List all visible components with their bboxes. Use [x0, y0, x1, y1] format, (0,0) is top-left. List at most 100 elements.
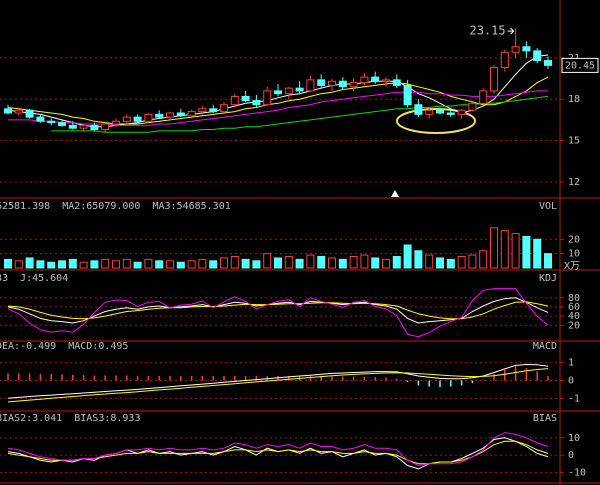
candle-body: [252, 100, 261, 106]
volume-bar: [144, 258, 153, 269]
panel-title: VOL: [539, 201, 557, 212]
volume-bar: [403, 244, 412, 269]
y-tick-label: 10: [568, 249, 580, 260]
indicator-value: DEA:-0.499: [0, 341, 56, 352]
volume-bar: [392, 256, 401, 269]
candle-body: [90, 124, 99, 131]
candle-body: [500, 51, 509, 68]
y-tick-label: 1: [568, 358, 574, 369]
indicator-line: [7, 288, 549, 338]
candle-body: [101, 123, 110, 131]
y-tick-label: 20: [568, 320, 580, 331]
peak-label: 23.15: [469, 24, 505, 38]
volume-bar: [101, 258, 110, 269]
candle-body: [479, 90, 488, 104]
volume-bar: [263, 253, 272, 269]
indicator-line: [51, 95, 549, 133]
candle-body: [511, 46, 520, 53]
candle-body: [533, 50, 542, 62]
candle-body: [4, 108, 12, 114]
y-tick-label: 0: [568, 450, 574, 461]
candle-body: [371, 76, 380, 82]
candle-body: [425, 109, 434, 115]
indicator-line: [7, 76, 549, 125]
indicator-line: [7, 432, 549, 467]
candle-body: [79, 124, 88, 129]
volume-bar: [544, 253, 552, 269]
y-tick-label: 20: [568, 234, 580, 245]
volume-bar: [490, 227, 498, 269]
volume-bar: [414, 250, 423, 269]
volume-bar: [155, 260, 164, 269]
volume-bar: [79, 261, 88, 269]
volume-bar: [166, 260, 174, 269]
volume-bar: [436, 257, 444, 269]
volume-bar: [209, 260, 218, 269]
volume-bar: [446, 258, 455, 269]
volume-bar: [36, 260, 45, 269]
candle-body: [14, 109, 23, 114]
candle-body: [241, 95, 250, 102]
volume-bar: [511, 233, 520, 269]
candle-body: [144, 113, 153, 122]
indicator-line: [7, 437, 549, 470]
candle-body: [349, 82, 358, 88]
volume-bar: [295, 258, 304, 269]
indicator-line: [7, 440, 549, 465]
panel-title: MACD: [533, 341, 557, 352]
volume-bar: [220, 257, 228, 269]
volume-bar: [122, 258, 131, 269]
volume-bar: [360, 254, 369, 269]
candle-body: [274, 90, 282, 95]
candle-body: [176, 112, 185, 117]
indicator-line: [7, 368, 549, 403]
candle-body: [112, 120, 120, 125]
y-tick-label: 15: [568, 136, 580, 147]
indicator-value: MACD:0.495: [68, 341, 128, 352]
candle-body: [382, 79, 390, 82]
candle-body: [522, 46, 531, 52]
unit-label: X万: [564, 261, 580, 272]
candle-body: [47, 120, 56, 124]
candle-body: [468, 102, 477, 111]
candle-body: [263, 90, 272, 106]
y-tick-label: 10: [568, 433, 580, 444]
indicator-value: 62581.398: [0, 201, 50, 212]
indicator-line: [7, 363, 549, 399]
y-tick-label: -10: [568, 467, 586, 478]
volume-bar: [274, 257, 282, 269]
candle-body: [25, 109, 34, 118]
indicator-value: BIAS2:3.041: [0, 413, 62, 424]
volume-bar: [58, 260, 66, 269]
panel-title: BIAS: [533, 413, 557, 424]
indicator-line: [8, 90, 548, 126]
peak-arrow: [507, 27, 515, 35]
candle-body: [338, 80, 347, 88]
highlight-ellipse: [396, 108, 476, 134]
y-tick-label: 40: [568, 311, 580, 322]
volume-bar: [252, 260, 261, 269]
indicator-value: BIAS3:8.933: [74, 413, 140, 424]
last-price: 20.45: [565, 60, 595, 71]
volume-bar: [328, 257, 336, 269]
candle-body: [403, 84, 412, 106]
volume-bar: [25, 257, 34, 269]
candle-body: [317, 79, 326, 86]
volume-bar: [382, 258, 390, 269]
candle-body: [155, 113, 164, 118]
candle-body: [198, 108, 207, 113]
candle-body: [457, 109, 466, 115]
volume-bar: [479, 250, 488, 269]
volume-bar: [198, 258, 207, 269]
candle-body: [306, 79, 315, 92]
candle-body: [446, 112, 455, 115]
indicator-value: MA2:65079.000: [62, 201, 140, 212]
y-tick-label: 12: [568, 177, 580, 188]
volume-bar: [112, 260, 120, 269]
volume-bar: [230, 256, 239, 269]
volume-bar: [4, 258, 12, 269]
last-price-box: [561, 57, 599, 73]
candle-body: [360, 76, 369, 84]
volume-bar: [187, 260, 196, 269]
